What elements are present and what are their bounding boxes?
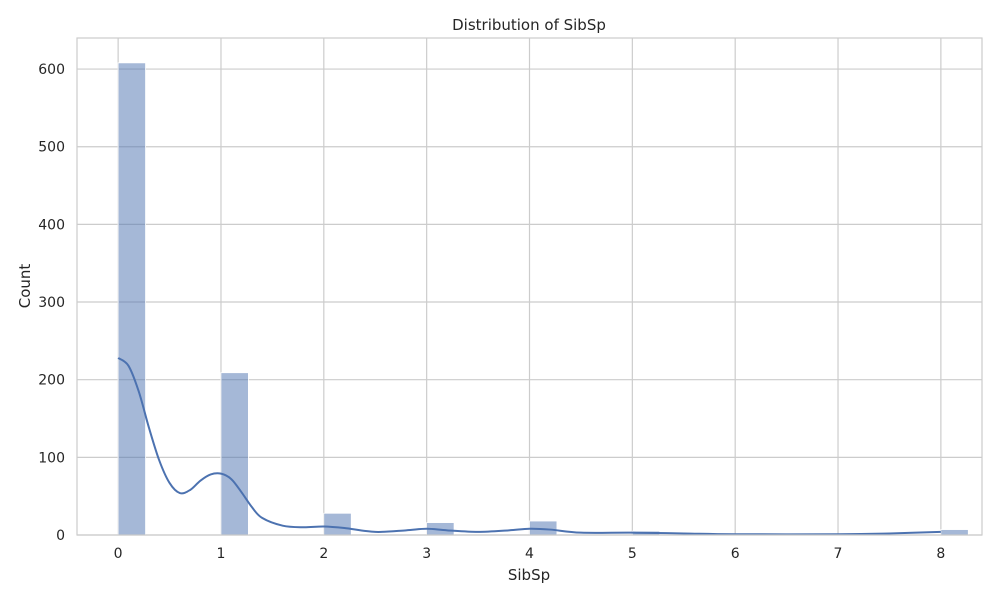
y-tick-label: 600: [38, 62, 65, 78]
chart-title: Distribution of SibSp: [452, 16, 606, 34]
y-axis-label: Count: [16, 264, 34, 309]
grid-lines: [77, 38, 982, 536]
x-tick-label: 7: [834, 546, 843, 562]
x-tick-label: 0: [114, 546, 123, 562]
histogram-bar: [117, 62, 146, 536]
x-tick-label: 3: [422, 546, 431, 562]
x-tick-label: 4: [525, 546, 534, 562]
histogram-bar: [323, 512, 352, 536]
bars: [117, 62, 969, 536]
plot-frame: [76, 37, 983, 536]
x-tick-label: 8: [936, 546, 945, 562]
y-tick-labels: 0 100 200 300 400 500 600: [38, 62, 65, 544]
x-tick-label: 5: [628, 546, 637, 562]
kde-curve: [117, 357, 941, 536]
x-tick-label: 6: [731, 546, 740, 562]
y-tick-label: 300: [38, 295, 65, 311]
y-tick-label: 100: [38, 450, 65, 466]
x-tick-label: 2: [319, 546, 328, 562]
x-tick-labels: 0 1 2 3 4 5 6 7 8: [114, 546, 946, 562]
y-tick-label: 200: [38, 373, 65, 389]
x-axis-label: SibSp: [508, 566, 550, 584]
y-tick-label: 500: [38, 140, 65, 156]
histogram-bar: [220, 372, 249, 536]
y-tick-label: 0: [56, 528, 65, 544]
histogram-bar: [940, 529, 969, 536]
x-tick-label: 1: [217, 546, 226, 562]
kde-curve-group: [117, 357, 941, 536]
y-tick-label: 400: [38, 217, 65, 233]
